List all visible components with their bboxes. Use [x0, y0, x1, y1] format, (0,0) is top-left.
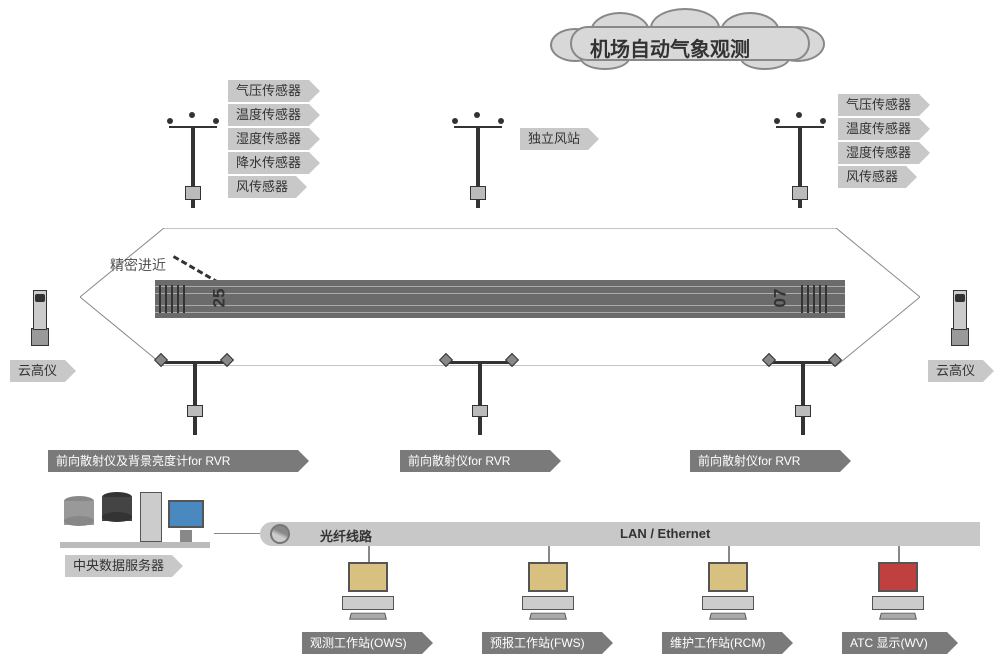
- network-bus: 光纤线路 LAN / Ethernet: [260, 522, 980, 546]
- rvr-tag-right: 前向散射仪for RVR: [690, 450, 840, 472]
- ws-tag: ATC 显示(WV): [842, 632, 947, 654]
- ceilometer-tag: 云高仪: [928, 360, 983, 382]
- weather-tower-icon: [175, 108, 211, 208]
- weather-tower-icon: [460, 108, 496, 208]
- scatter-instrument-icon: [768, 345, 838, 435]
- workstation-icon: [870, 562, 926, 624]
- fiber-icon: [267, 521, 293, 547]
- connector-line: [728, 546, 730, 562]
- bus-fiber-label: 光纤线路: [320, 526, 372, 545]
- workstation-icon: [340, 562, 396, 624]
- title-cloud: 机场自动气象观测: [540, 8, 840, 66]
- sensor-tag: 湿度传感器: [838, 142, 919, 164]
- diagram-title: 机场自动气象观测: [590, 33, 750, 62]
- weather-tower-icon: [782, 108, 818, 208]
- connector-line: [898, 546, 900, 562]
- connector-line: [368, 546, 370, 562]
- sensor-tag: 风传感器: [838, 166, 906, 188]
- server-tag: 中央数据服务器: [65, 555, 172, 577]
- ws-tag: 维护工作站(RCM): [662, 632, 782, 654]
- sensor-tag: 气压传感器: [228, 80, 309, 102]
- runway-graphic: 25 07: [155, 280, 845, 318]
- workstation-icon: [520, 562, 576, 624]
- ceilometer-icon: [945, 278, 975, 348]
- runway-number-right: 07: [771, 289, 791, 308]
- workstation-icon: [700, 562, 756, 624]
- sensor-tag: 降水传感器: [228, 152, 309, 174]
- connector-line: [548, 546, 550, 562]
- ceilometer-icon: [25, 278, 55, 348]
- sensor-tag: 湿度传感器: [228, 128, 309, 150]
- rvr-tag-mid: 前向散射仪for RVR: [400, 450, 550, 472]
- rvr-tag-left: 前向散射仪及背景亮度计for RVR: [48, 450, 298, 472]
- sensor-tag: 温度传感器: [838, 118, 919, 140]
- scatter-instrument-icon: [160, 345, 230, 435]
- wind-station-tag: 独立风站: [520, 128, 588, 150]
- runway-number-left: 25: [209, 289, 229, 308]
- ceilometer-tag: 云高仪: [10, 360, 65, 382]
- sensor-tag: 风传感器: [228, 176, 296, 198]
- approach-label: 精密进近: [110, 255, 166, 275]
- sensor-tag: 气压传感器: [838, 94, 919, 116]
- connector-line: [214, 533, 260, 534]
- ws-tag: 观测工作站(OWS): [302, 632, 422, 654]
- sensor-tag: 温度传感器: [228, 104, 309, 126]
- bus-lan-label: LAN / Ethernet: [620, 526, 710, 541]
- ws-tag: 预报工作站(FWS): [482, 632, 602, 654]
- scatter-instrument-icon: [445, 345, 515, 435]
